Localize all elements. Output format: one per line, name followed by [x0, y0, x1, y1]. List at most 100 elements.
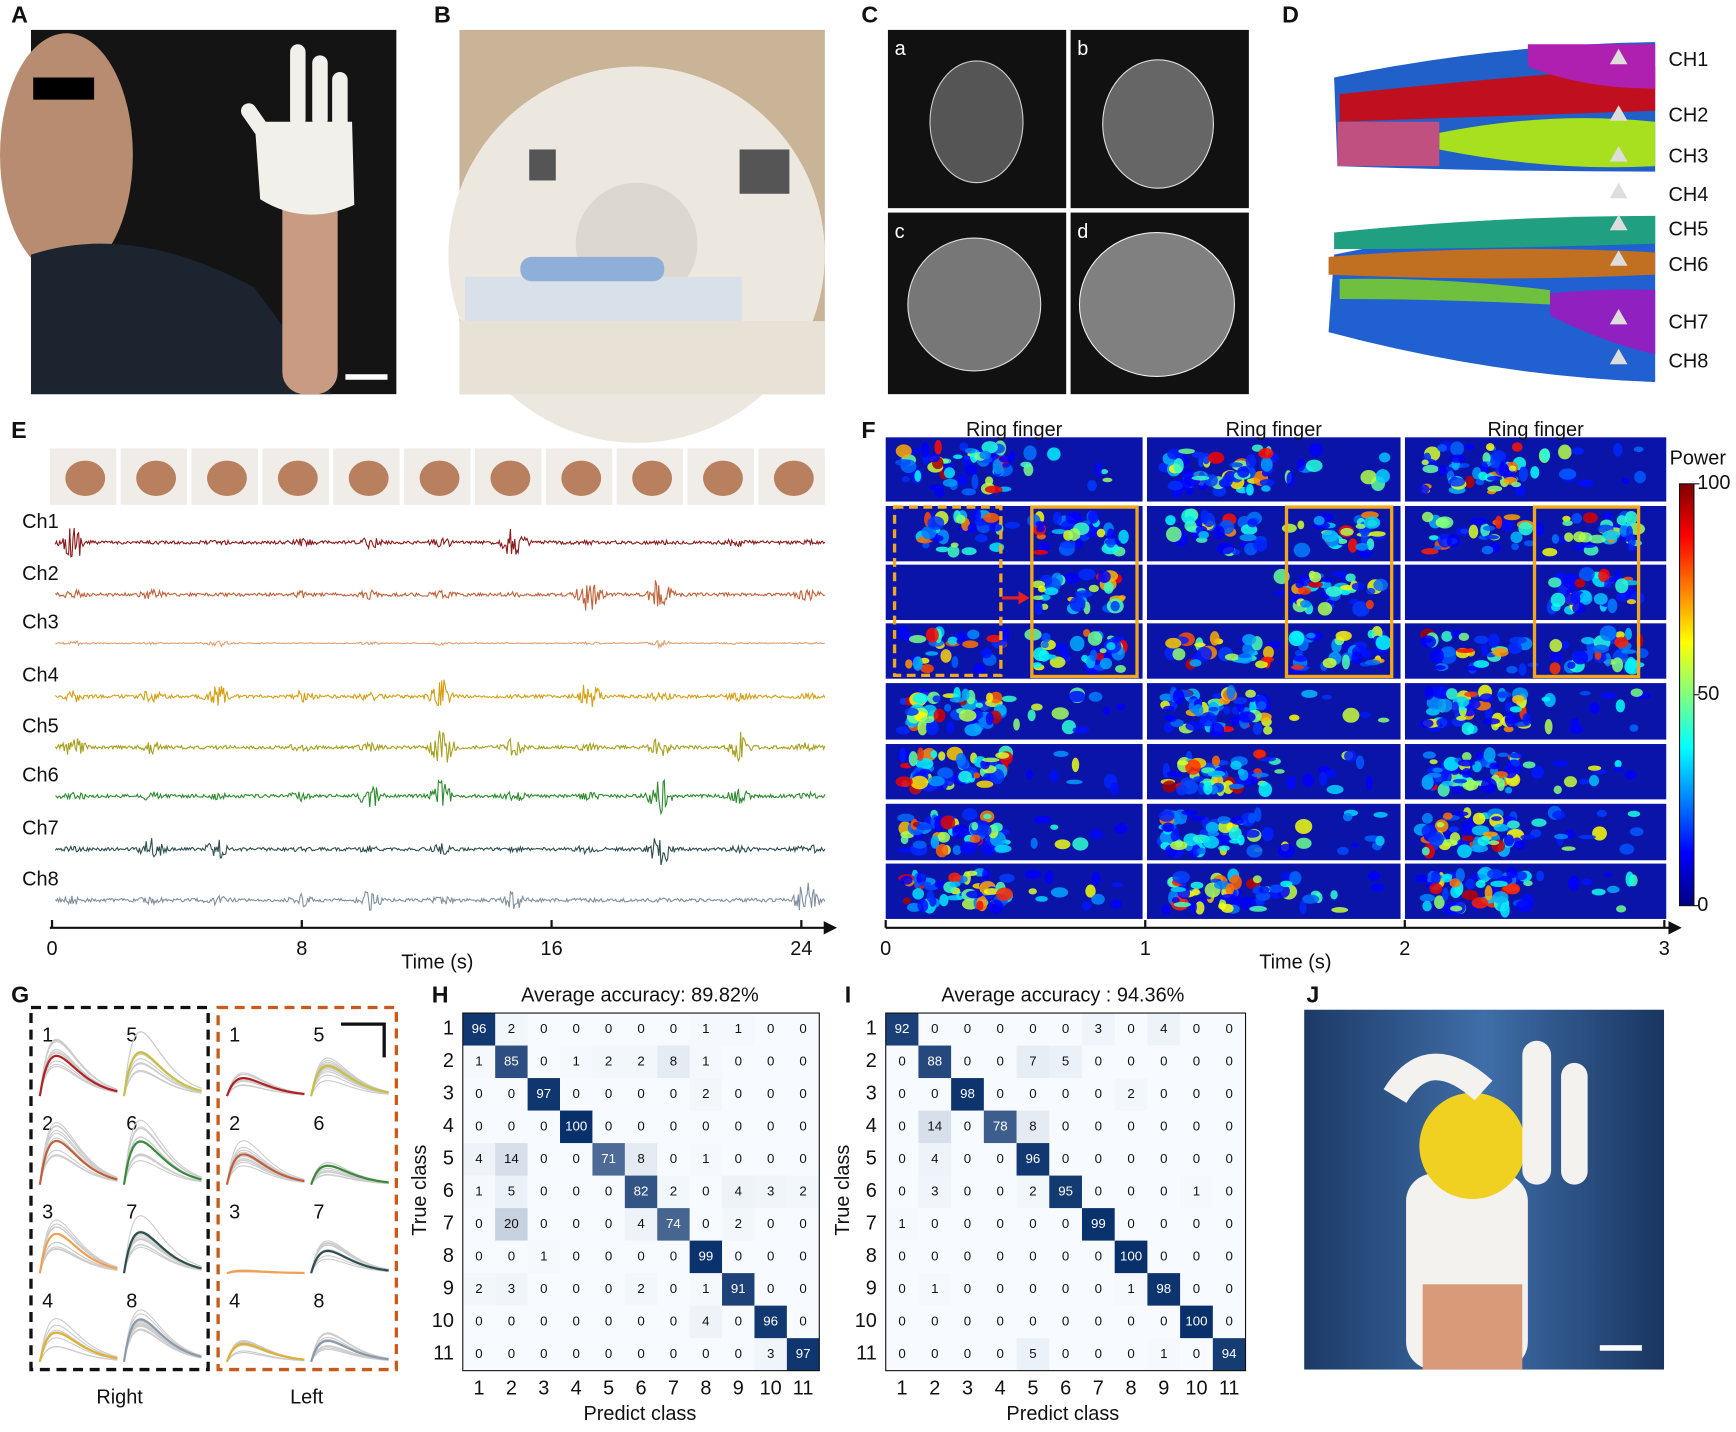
power-blob	[1503, 725, 1514, 733]
cell-value: 0	[637, 1346, 644, 1361]
mean-curve	[225, 1077, 305, 1097]
cell-value: 0	[605, 1346, 612, 1361]
power-blob	[1503, 514, 1521, 521]
x-tick-label: 6	[635, 1378, 646, 1400]
cell-value: 2	[670, 1183, 677, 1198]
cell-value: 0	[1062, 1346, 1069, 1361]
power-blob	[1074, 538, 1083, 549]
power-blob	[897, 625, 910, 640]
power-blob	[1373, 811, 1388, 818]
power-blob	[1421, 548, 1439, 555]
power-blob	[1456, 715, 1467, 721]
matrix-cell	[983, 1240, 1017, 1274]
matrix-cell	[786, 1240, 820, 1274]
axis-arrow	[823, 921, 837, 935]
power-blob	[1025, 769, 1033, 781]
photo-mri-scanner	[448, 29, 825, 443]
matrix-cell	[1180, 1175, 1214, 1209]
cell-value: 0	[1062, 1021, 1069, 1036]
power-blob	[1301, 689, 1318, 698]
power-blob	[1111, 882, 1124, 888]
power-blob	[1023, 445, 1037, 461]
trial-curve	[39, 1132, 118, 1185]
power-blob	[1419, 893, 1435, 903]
trial-curve	[123, 1153, 202, 1185]
cell-value: 4	[1160, 1021, 1167, 1036]
gesture-hand	[561, 460, 602, 497]
matrix-cell	[754, 1110, 788, 1144]
power-blob	[1252, 875, 1262, 884]
matrix-cell	[1114, 1208, 1148, 1241]
power-blob	[943, 467, 955, 479]
cell-value: 2	[1029, 1183, 1036, 1198]
power-blob	[1505, 715, 1519, 725]
cell-value: 0	[1225, 1216, 1232, 1231]
matrix-cell	[1049, 1305, 1083, 1339]
matrix-cell	[495, 1208, 528, 1241]
cell-value: 92	[895, 1021, 910, 1036]
matrix-cell	[1180, 1273, 1214, 1306]
matrix-cell	[722, 1240, 755, 1274]
matrix-cell	[1180, 1110, 1214, 1144]
power-blob	[1232, 548, 1241, 556]
power-blob	[1326, 784, 1344, 795]
cell-value: 0	[670, 1281, 677, 1296]
cell-value: 0	[1127, 1346, 1134, 1361]
power-blob	[1355, 523, 1366, 529]
y-tick-label: 11	[856, 1343, 877, 1365]
power-blob	[1516, 899, 1534, 913]
cell-value: 0	[997, 1216, 1004, 1231]
power-blob	[1461, 835, 1475, 842]
power-blob	[1475, 478, 1485, 486]
power-blob	[1051, 887, 1069, 898]
cell-value: 0	[670, 1248, 677, 1263]
power-blob	[985, 712, 994, 726]
matrix-cell	[592, 1240, 626, 1274]
matrix-cell	[1114, 1013, 1148, 1046]
power-blob	[1069, 635, 1085, 652]
matrix-cell	[918, 1013, 952, 1046]
trial-curve	[310, 1244, 389, 1274]
power-blob	[1252, 722, 1263, 735]
cell-value: 78	[993, 1118, 1008, 1133]
power-blob	[962, 808, 978, 821]
cell-value: 71	[601, 1151, 616, 1166]
power-blob	[1165, 637, 1182, 649]
colorbar-tick-label: 50	[1697, 683, 1719, 705]
cell-value: 0	[670, 1151, 677, 1166]
power-blob	[1199, 712, 1217, 727]
power-blob	[1032, 662, 1042, 669]
cell-value: 0	[1160, 1086, 1167, 1101]
power-blob	[1481, 545, 1494, 555]
x-tick-label: 2	[1399, 938, 1410, 960]
power-blob	[1478, 471, 1488, 481]
power-blob	[982, 512, 1000, 523]
power-blob	[981, 757, 1000, 763]
panel-label: C	[861, 2, 878, 28]
power-blob	[1373, 578, 1389, 592]
matrix-cell	[592, 1013, 626, 1046]
matrix-cell	[1180, 1013, 1214, 1046]
y-axis-label: True class	[832, 1145, 854, 1236]
y-tick-label: 6	[443, 1180, 454, 1202]
matrix-cell	[657, 1240, 690, 1274]
power-blob	[1603, 511, 1613, 521]
power-blob	[1317, 602, 1333, 616]
group-label: Right	[96, 1387, 143, 1409]
template-number: 7	[313, 1202, 324, 1224]
power-blob	[971, 822, 979, 831]
cell-value: 1	[702, 1021, 709, 1036]
power-blob	[1369, 883, 1385, 892]
gesture-hand	[348, 460, 389, 497]
gesture-hand	[136, 460, 177, 497]
power-blob	[1624, 511, 1638, 525]
power-blob	[1186, 487, 1194, 496]
power-blob	[1351, 651, 1363, 665]
power-blob	[975, 534, 988, 543]
power-blob	[1002, 463, 1010, 468]
cell-value: 0	[475, 1313, 482, 1328]
power-blob	[916, 872, 927, 885]
power-blob	[1463, 444, 1475, 450]
cell-value: 0	[702, 1346, 709, 1361]
power-blob	[1615, 578, 1629, 594]
